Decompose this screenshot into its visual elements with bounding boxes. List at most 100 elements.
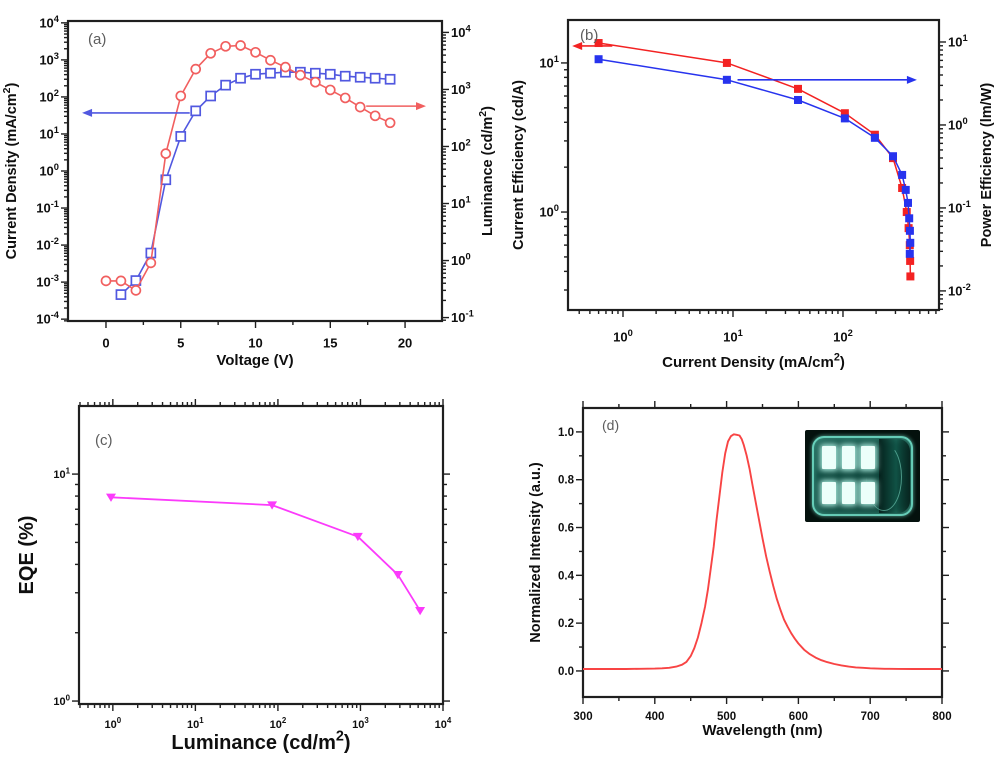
y-left-axis: 101 100 Current Efficiency (cd/A) <box>511 54 568 291</box>
data-marker <box>115 275 127 287</box>
panel-letter: (b) <box>580 27 598 44</box>
tick-label: 101 <box>187 716 204 731</box>
tick-label: 102 <box>39 88 59 104</box>
tick-label: 104 <box>451 23 471 39</box>
data-marker <box>324 84 336 96</box>
series-line <box>583 433 942 670</box>
series-line <box>110 496 421 612</box>
tick-label: 10-2 <box>36 236 59 252</box>
data-marker <box>324 68 336 80</box>
tick-label: 600 <box>789 711 808 723</box>
data-marker <box>905 249 914 258</box>
x-axis: 100 101 102 Current Density (mA/cm2) <box>578 310 937 371</box>
device-electrode-arc <box>866 442 902 512</box>
arrow-head <box>572 41 583 50</box>
tick-label: 0.2 <box>558 618 574 630</box>
x-axis: 0 5 10 15 20 Voltage (V) <box>102 321 412 369</box>
data-marker <box>369 72 381 84</box>
x-axis-label: Current Density (mA/cm2) <box>662 352 845 371</box>
data-marker <box>220 40 231 52</box>
tick-label: 103 <box>39 51 59 67</box>
current-density-arrow <box>82 108 190 117</box>
data-marker <box>145 247 157 259</box>
tick-label: 800 <box>932 711 951 723</box>
tick-label: 0 <box>102 336 109 351</box>
y-right-axis: 101 100 10-1 10-2 Power Efficiency (lm/W) <box>939 33 995 311</box>
data-marker <box>384 117 396 129</box>
data-marker <box>339 70 351 82</box>
tick-label: 103 <box>352 716 369 731</box>
tick-label: 101 <box>948 33 968 49</box>
arrow-head <box>906 75 917 84</box>
tick-label: 10 <box>248 336 262 351</box>
y-left-axis: 104 103 102 101 100 10-1 10-2 10-3 10-4 Current D… <box>2 14 68 327</box>
data-marker <box>235 72 246 84</box>
data-marker <box>415 606 426 616</box>
tick-label: 500 <box>717 711 736 723</box>
series-el-spectrum <box>583 433 942 670</box>
tick-label: 10-1 <box>948 199 971 215</box>
data-marker <box>902 208 911 217</box>
data-marker <box>295 69 306 81</box>
panel-letter: (a) <box>88 31 106 48</box>
current-efficiency-arrow <box>572 41 613 50</box>
device-photo-inset <box>805 430 920 522</box>
data-marker <box>220 79 231 91</box>
data-marker <box>384 73 396 85</box>
device-pixel <box>841 481 856 504</box>
tick-label: 100 <box>948 116 968 132</box>
series-line <box>598 42 912 277</box>
panel-letter: (c) <box>95 432 113 449</box>
tick-label: 20 <box>398 336 412 351</box>
tick-label: 10-1 <box>451 309 474 325</box>
data-marker <box>145 257 157 269</box>
tick-label: 104 <box>435 716 452 731</box>
tick-label: 101 <box>451 195 471 211</box>
data-marker <box>906 272 915 281</box>
data-marker <box>354 71 366 83</box>
series-eqe <box>106 493 426 616</box>
tick-label: 101 <box>539 54 559 70</box>
arrow-head <box>82 108 93 117</box>
data-marker <box>793 84 802 93</box>
data-marker <box>905 226 914 235</box>
x-axis-label: Wavelength (nm) <box>702 722 822 739</box>
panel-b-chart: 100 101 102 Current Density (mA/cm2) 101 100 C… <box>511 18 995 371</box>
tick-label: 10-4 <box>36 310 60 326</box>
tick-label: 0.4 <box>558 570 575 582</box>
y-left-axis-label: Normalized Intensity (a.u.) <box>528 462 544 643</box>
data-marker <box>722 58 731 67</box>
x-axis: 100 101 102 103 104 Luminance (cd/m2) <box>79 399 452 754</box>
tick-label: 100 <box>613 328 633 344</box>
data-marker <box>235 40 246 51</box>
y-left-axis: 0.0 0.2 0.4 0.6 0.8 1.0 Normalized Intensity (… <box>528 427 949 678</box>
tick-label: 100 <box>53 693 70 708</box>
data-marker <box>309 76 321 88</box>
data-marker <box>722 75 731 84</box>
data-marker <box>106 493 117 502</box>
y-left-axis: 101 100 EQE (%) <box>16 466 450 708</box>
arrow-head <box>415 102 426 111</box>
plot-box <box>566 18 941 312</box>
data-marker <box>594 55 603 64</box>
device-substrate <box>812 436 913 516</box>
data-marker <box>280 61 291 73</box>
y-right-axis-label: Luminance (cd/m2) <box>478 106 496 236</box>
data-marker <box>160 174 172 186</box>
data-marker <box>369 110 381 122</box>
panel-letter: (d) <box>602 417 619 433</box>
tick-label: 101 <box>53 466 70 481</box>
data-marker <box>901 185 910 194</box>
tick-label: 102 <box>270 716 287 731</box>
data-marker <box>906 256 915 265</box>
tick-label: 104 <box>39 14 59 30</box>
tick-label: 10-1 <box>36 199 59 215</box>
device-pixel <box>822 481 836 504</box>
tick-label: 15 <box>323 336 337 351</box>
tick-label: 0.0 <box>558 666 574 678</box>
data-marker <box>898 170 907 179</box>
tick-label: 300 <box>573 711 592 723</box>
tick-label: 100 <box>539 203 559 219</box>
